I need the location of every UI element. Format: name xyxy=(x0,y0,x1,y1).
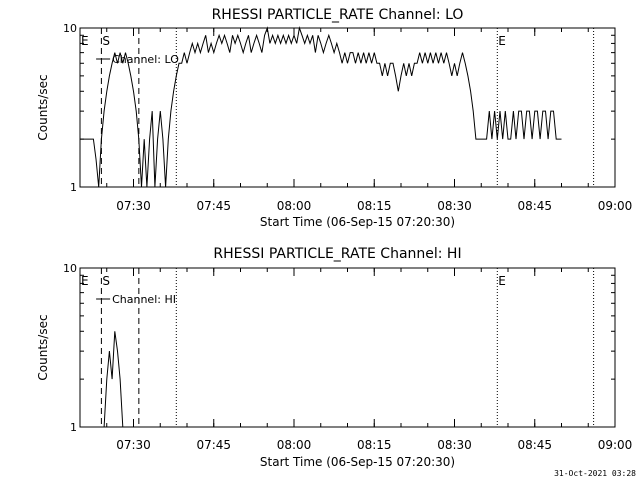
event-marker-label: E xyxy=(81,34,89,48)
chart-panel-lo: RHESSI PARTICLE_RATE Channel: LO Counts/s… xyxy=(36,7,632,229)
legend-label: Channel: LO xyxy=(112,53,179,66)
x-tick-label: 08:00 xyxy=(277,438,312,452)
y-tick-label: 1 xyxy=(70,421,77,434)
x-tick-label: 08:45 xyxy=(517,438,552,452)
legend-label: Channel: HI xyxy=(112,293,176,306)
chart-title: RHESSI PARTICLE_RATE Channel: LO xyxy=(212,7,464,23)
x-tick-label: 07:45 xyxy=(196,199,231,213)
y-tick-label: 10 xyxy=(63,22,77,35)
x-tick-label: 08:45 xyxy=(517,199,552,213)
x-tick-label: 08:15 xyxy=(357,199,392,213)
x-tick-label: 08:30 xyxy=(437,438,472,452)
x-tick-label: 07:45 xyxy=(196,438,231,452)
x-tick-label: 07:30 xyxy=(116,438,151,452)
event-marker-label: E xyxy=(81,274,89,288)
x-tick-label: 07:30 xyxy=(116,199,151,213)
plot-frame xyxy=(79,267,616,428)
plot-frame xyxy=(79,27,616,188)
y-tick-label: 1 xyxy=(70,181,77,194)
y-tick-label: 10 xyxy=(63,262,77,275)
x-tick-label: 08:00 xyxy=(277,199,312,213)
event-marker-label: E xyxy=(498,34,506,48)
x-axis-label: Start Time (06-Sep-15 07:20:30) xyxy=(260,455,455,469)
event-marker-label: E xyxy=(498,274,506,288)
x-tick-label: 08:15 xyxy=(357,438,392,452)
event-marker-label: S xyxy=(102,274,110,288)
x-tick-label: 09:00 xyxy=(598,199,633,213)
y-axis-label: Counts/sec xyxy=(36,74,50,140)
plot-generation-date: 31-Oct-2021 03:28 xyxy=(554,469,636,478)
chart-title: RHESSI PARTICLE_RATE Channel: HI xyxy=(213,246,461,262)
data-series-line xyxy=(103,331,124,428)
x-tick-label: 08:30 xyxy=(437,199,472,213)
data-series-line xyxy=(80,26,562,188)
x-tick-label: 09:00 xyxy=(598,438,633,452)
chart-panel-hi: RHESSI PARTICLE_RATE Channel: HI Counts/s… xyxy=(36,246,632,469)
x-axis-label: Start Time (06-Sep-15 07:20:30) xyxy=(260,215,455,229)
event-marker-label: S xyxy=(102,34,110,48)
y-axis-label: Counts/sec xyxy=(36,314,50,380)
